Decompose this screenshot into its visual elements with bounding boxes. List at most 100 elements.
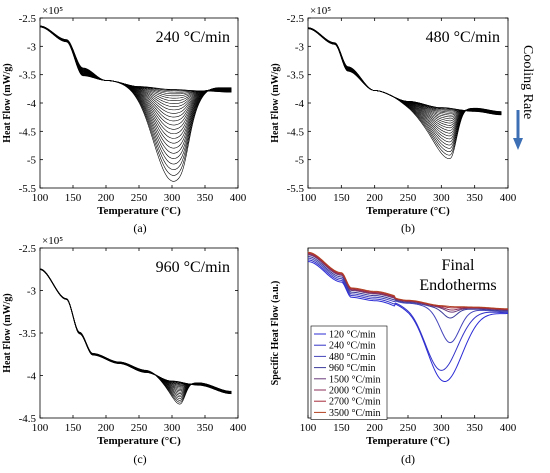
series-line xyxy=(307,261,509,382)
x-tick-label: 200 xyxy=(98,422,115,434)
series-line xyxy=(39,25,232,182)
legend-entry: 1500 °C/min xyxy=(329,374,381,385)
legend-entry: 3500 °C/min xyxy=(329,408,381,419)
x-tick-label: 350 xyxy=(466,422,483,434)
x-tick-label: 150 xyxy=(333,422,350,434)
series-line xyxy=(307,251,508,310)
legend-entry: 2000 °C/min xyxy=(329,386,381,397)
y-tick-label: -4 xyxy=(295,98,305,110)
x-tick-label: 400 xyxy=(230,192,247,204)
series-line xyxy=(307,27,502,160)
panel-caption: (d) xyxy=(401,452,415,466)
y-tick-label: -2.5 xyxy=(287,13,305,25)
panel-caption: (b) xyxy=(401,221,415,235)
y-tick-label: -4.5 xyxy=(19,126,37,138)
x-axis-label: Temperature (°C) xyxy=(366,435,450,447)
series-line xyxy=(39,268,232,396)
series-line xyxy=(39,25,232,176)
series-line xyxy=(39,269,232,394)
x-tick-label: 250 xyxy=(131,422,148,434)
x-tick-label: 300 xyxy=(164,422,181,434)
series-line xyxy=(39,268,232,393)
y-tick-label: -3.5 xyxy=(19,70,37,82)
series-line xyxy=(307,257,509,344)
x-tick-label: 150 xyxy=(65,422,82,434)
series-line xyxy=(39,269,232,394)
panel-caption: (a) xyxy=(133,221,146,235)
legend-entry: 120 °C/min xyxy=(329,330,376,341)
x-tick-label: 150 xyxy=(333,192,350,204)
y-axis-multiplier: ×10⁵ xyxy=(42,5,63,17)
panel-d: 100 150 200 250 300 350 400 Temperature (°C) Spe… xyxy=(270,247,517,466)
x-tick-label: 100 xyxy=(32,192,49,204)
x-axis-label: Temperature (°C) xyxy=(97,435,181,447)
series-line xyxy=(39,268,232,394)
series-line xyxy=(39,269,232,394)
series-line xyxy=(39,268,232,393)
y-axis-label: Heat Flow (mW/g) xyxy=(270,63,281,142)
series-line xyxy=(39,269,232,394)
series-line xyxy=(307,259,508,371)
legend-entry: 240 °C/min xyxy=(329,341,376,352)
y-axis-label: Heat Flow (mW/g) xyxy=(2,63,13,142)
y-tick-label: -5.5 xyxy=(19,183,37,195)
cooling-rate-arrow-head xyxy=(513,138,523,150)
x-tick-label: 350 xyxy=(197,422,214,434)
series-line xyxy=(39,268,232,405)
panel-annotation: 480 °C/min xyxy=(426,29,500,46)
panel-b: 100 150 200 250 300 350 400 -5.5 -5 -4.5 -4 -3.5 -3 -… xyxy=(270,5,517,235)
y-tick-label: -3 xyxy=(295,41,305,53)
x-tick-label: 100 xyxy=(300,192,317,204)
x-tick-label: 300 xyxy=(164,192,181,204)
x-tick-label: 400 xyxy=(230,422,247,434)
panel-annotation: Endotherms xyxy=(419,277,496,294)
y-tick-label: -2.5 xyxy=(19,243,37,255)
x-tick-label: 200 xyxy=(366,422,383,434)
series-line xyxy=(39,269,232,395)
cooling-rate-indicator: Cooling Rate xyxy=(513,45,535,150)
x-tick-label: 250 xyxy=(400,422,417,434)
y-tick-label: -5 xyxy=(27,155,37,167)
y-tick-label: -4 xyxy=(27,98,37,110)
y-tick-label: -4.5 xyxy=(19,413,37,425)
y-tick-label: -4 xyxy=(27,371,37,383)
x-axis-label: Temperature (°C) xyxy=(97,205,181,217)
x-tick-label: 350 xyxy=(466,192,483,204)
x-tick-label: 350 xyxy=(197,192,214,204)
legend-box xyxy=(310,325,388,420)
y-tick-label: -5 xyxy=(295,155,305,167)
y-axis-label: Heat Flow (mW/g) xyxy=(2,293,13,372)
y-tick-label: -3.5 xyxy=(19,328,37,340)
y-tick-label: -2.5 xyxy=(19,13,37,25)
series-line xyxy=(39,268,232,403)
panel-annotation: 240 °C/min xyxy=(156,29,230,46)
series-line xyxy=(39,268,232,393)
panel-annotation: Final xyxy=(442,257,475,274)
series-line xyxy=(39,268,232,393)
panel-c: 100 150 200 250 300 350 400 -4.5 -4 -3.5 -3 -2.5 Tem… xyxy=(2,235,247,466)
panel-caption: (c) xyxy=(133,452,146,466)
series-line xyxy=(39,268,232,398)
y-axis-multiplier: ×10⁵ xyxy=(42,235,63,247)
series-line xyxy=(307,256,509,319)
y-tick-label: -4.5 xyxy=(287,126,305,138)
y-tick-label: -3 xyxy=(27,41,37,53)
series-line xyxy=(39,269,232,394)
x-tick-label: 150 xyxy=(65,192,82,204)
series-line xyxy=(39,269,232,393)
y-tick-label: -3.5 xyxy=(287,70,305,82)
x-tick-label: 100 xyxy=(32,422,49,434)
y-axis-multiplier: ×10⁵ xyxy=(310,5,331,17)
x-tick-label: 200 xyxy=(366,192,383,204)
x-tick-label: 200 xyxy=(98,192,115,204)
series-line xyxy=(39,25,232,170)
x-tick-label: 400 xyxy=(500,422,517,434)
x-tick-label: 250 xyxy=(400,192,417,204)
x-tick-label: 400 xyxy=(500,192,517,204)
x-tick-label: 300 xyxy=(433,422,450,434)
x-tick-label: 300 xyxy=(433,192,450,204)
cooling-rate-label: Cooling Rate xyxy=(520,45,535,119)
panel-a: 100 150 200 250 300 350 400 -5.5 -5 -4.5 -4 -3.5 -3 -… xyxy=(2,5,247,235)
series-line xyxy=(39,269,232,394)
y-axis-label: Specific Heat Flow (a.u.) xyxy=(270,281,281,386)
